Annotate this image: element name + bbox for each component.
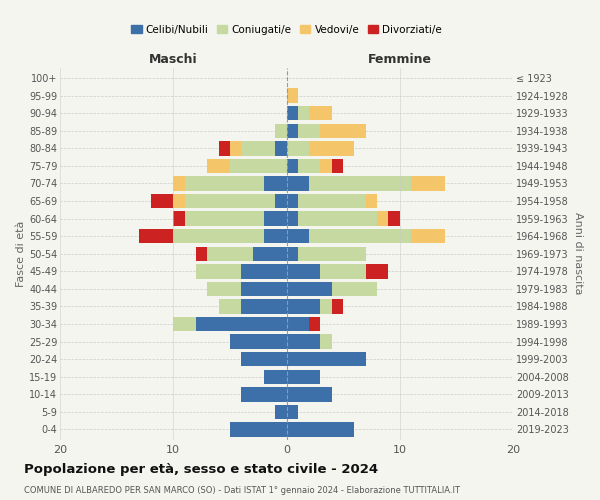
Bar xyxy=(287,334,320,349)
Bar xyxy=(320,300,332,314)
Bar xyxy=(287,229,309,244)
Bar xyxy=(264,212,287,226)
Text: COMUNE DI ALBAREDO PER SAN MARCO (SO) - Dati ISTAT 1° gennaio 2024 - Elaborazion: COMUNE DI ALBAREDO PER SAN MARCO (SO) - … xyxy=(24,486,460,495)
Bar xyxy=(241,300,287,314)
Bar xyxy=(151,194,173,208)
Bar xyxy=(207,158,230,173)
Bar xyxy=(287,88,298,103)
Bar xyxy=(275,141,287,156)
Bar xyxy=(185,176,264,190)
Bar xyxy=(298,106,309,120)
Bar xyxy=(173,317,196,331)
Bar xyxy=(241,387,287,402)
Text: Femmine: Femmine xyxy=(368,52,432,66)
Bar xyxy=(241,141,275,156)
Y-axis label: Fasce di età: Fasce di età xyxy=(16,220,26,287)
Bar xyxy=(377,212,388,226)
Bar xyxy=(139,229,173,244)
Bar xyxy=(320,334,332,349)
Bar xyxy=(309,229,411,244)
Bar xyxy=(287,176,309,190)
Bar xyxy=(287,124,298,138)
Bar xyxy=(275,194,287,208)
Bar xyxy=(309,176,411,190)
Bar xyxy=(298,212,377,226)
Legend: Celibi/Nubili, Coniugati/e, Vedovi/e, Divorziati/e: Celibi/Nubili, Coniugati/e, Vedovi/e, Di… xyxy=(127,20,446,39)
Bar xyxy=(207,246,253,261)
Y-axis label: Anni di nascita: Anni di nascita xyxy=(572,212,583,295)
Bar xyxy=(287,264,320,278)
Bar xyxy=(411,176,445,190)
Bar xyxy=(218,141,230,156)
Bar xyxy=(287,422,355,436)
Bar xyxy=(388,212,400,226)
Bar xyxy=(287,246,298,261)
Bar xyxy=(230,158,287,173)
Bar xyxy=(411,229,445,244)
Bar xyxy=(207,282,241,296)
Bar xyxy=(230,141,241,156)
Bar xyxy=(287,370,320,384)
Bar xyxy=(287,404,298,419)
Bar xyxy=(173,176,185,190)
Bar xyxy=(298,194,366,208)
Bar xyxy=(320,264,366,278)
Bar xyxy=(287,282,332,296)
Bar xyxy=(230,334,287,349)
Bar xyxy=(185,212,264,226)
Bar xyxy=(287,212,298,226)
Bar xyxy=(287,141,309,156)
Bar xyxy=(298,124,320,138)
Bar xyxy=(241,352,287,366)
Bar xyxy=(173,212,185,226)
Bar xyxy=(287,106,298,120)
Bar xyxy=(366,194,377,208)
Bar xyxy=(173,194,185,208)
Bar xyxy=(332,300,343,314)
Bar xyxy=(287,352,366,366)
Bar xyxy=(218,300,241,314)
Bar xyxy=(287,387,332,402)
Bar xyxy=(230,422,287,436)
Bar xyxy=(332,158,343,173)
Bar xyxy=(287,158,298,173)
Bar xyxy=(264,370,287,384)
Bar xyxy=(264,176,287,190)
Bar xyxy=(287,317,309,331)
Bar xyxy=(366,264,388,278)
Bar xyxy=(275,124,287,138)
Bar xyxy=(309,317,320,331)
Bar xyxy=(264,229,287,244)
Bar xyxy=(241,264,287,278)
Bar xyxy=(185,194,275,208)
Bar xyxy=(320,124,366,138)
Text: Popolazione per età, sesso e stato civile - 2024: Popolazione per età, sesso e stato civil… xyxy=(24,462,378,475)
Bar xyxy=(287,194,298,208)
Bar xyxy=(298,158,320,173)
Bar xyxy=(298,246,366,261)
Bar xyxy=(253,246,287,261)
Bar xyxy=(196,317,287,331)
Bar xyxy=(173,229,264,244)
Bar xyxy=(309,141,355,156)
Bar xyxy=(309,106,332,120)
Bar xyxy=(196,246,207,261)
Text: Maschi: Maschi xyxy=(149,52,197,66)
Bar xyxy=(196,264,241,278)
Bar xyxy=(332,282,377,296)
Bar xyxy=(275,404,287,419)
Bar xyxy=(320,158,332,173)
Bar xyxy=(241,282,287,296)
Bar xyxy=(287,300,320,314)
